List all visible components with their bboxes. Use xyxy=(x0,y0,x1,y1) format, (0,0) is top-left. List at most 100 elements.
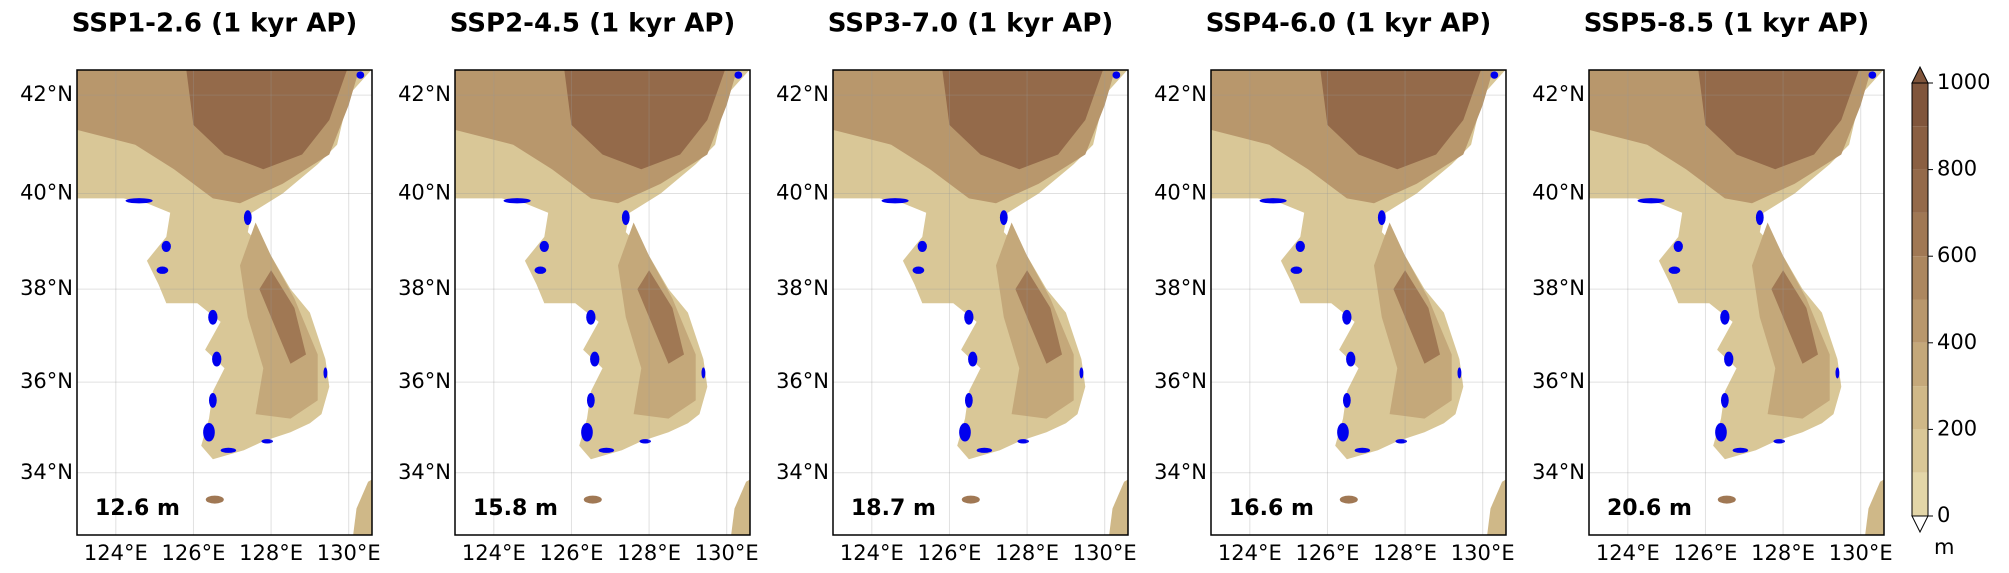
inundation xyxy=(1377,210,1386,226)
inundation xyxy=(203,422,215,442)
inundation xyxy=(1868,71,1877,79)
sea-level-label: 18.7 m xyxy=(851,496,936,521)
colorbar-label: 400 xyxy=(1937,330,1977,354)
x-tick-label: 126°E xyxy=(1674,541,1738,565)
y-tick-label: 36°N xyxy=(398,369,451,393)
y-tick-label: 34°N xyxy=(776,460,829,484)
frame xyxy=(832,69,1129,536)
colorbar-extend xyxy=(1911,515,1929,534)
inundation xyxy=(212,351,222,367)
land xyxy=(1487,479,1506,535)
inundation xyxy=(590,351,600,367)
inundation xyxy=(586,309,596,325)
frame xyxy=(1210,69,1507,536)
colorbar-extend xyxy=(1911,65,1929,84)
mountain xyxy=(1771,270,1818,364)
x-tick-label: 124°E xyxy=(840,541,904,565)
colorbar-band xyxy=(1912,83,1928,127)
inundation xyxy=(912,266,925,274)
colorbar-band xyxy=(1912,386,1928,430)
inundation xyxy=(959,422,971,442)
x-tick-label: 130°E xyxy=(695,541,759,565)
inundation xyxy=(1354,447,1371,453)
y-tick-label: 38°N xyxy=(20,276,73,300)
colorbar-frame xyxy=(1911,82,1929,517)
y-tick-label: 34°N xyxy=(20,460,73,484)
mountain xyxy=(1393,270,1440,364)
colorbar-band xyxy=(1912,299,1928,343)
mountain xyxy=(942,70,1103,170)
inundation xyxy=(261,439,274,444)
inundation xyxy=(1637,198,1665,204)
frame xyxy=(1588,69,1885,536)
x-tick-label: 124°E xyxy=(1596,541,1660,565)
inundation xyxy=(1724,351,1734,367)
colorbar-label: 800 xyxy=(1937,157,1977,181)
inundation xyxy=(1295,240,1305,252)
inundation xyxy=(1342,392,1351,408)
y-tick-label: 40°N xyxy=(20,181,73,205)
y-tick-label: 34°N xyxy=(398,460,451,484)
inundation xyxy=(964,392,973,408)
y-tick-label: 42°N xyxy=(776,82,829,106)
panel-title: SSP5-8.5 (1 kyr AP) xyxy=(1584,9,1870,39)
inundation xyxy=(220,447,237,453)
y-tick-label: 36°N xyxy=(1154,369,1207,393)
x-tick-label: 130°E xyxy=(1073,541,1137,565)
map-panel xyxy=(833,70,1128,535)
inundation xyxy=(208,309,218,325)
island xyxy=(583,495,602,504)
mountain xyxy=(259,270,306,364)
inundation xyxy=(999,210,1008,226)
x-tick-label: 126°E xyxy=(1296,541,1360,565)
mountain xyxy=(1320,70,1481,170)
inundation xyxy=(1290,266,1303,274)
sea-level-label: 20.6 m xyxy=(1607,496,1692,521)
y-tick-label: 38°N xyxy=(1532,276,1585,300)
y-tick-label: 34°N xyxy=(1532,460,1585,484)
colorbar-band xyxy=(1912,169,1928,213)
inundation xyxy=(534,266,547,274)
map-panel xyxy=(1211,70,1506,535)
land xyxy=(1109,479,1128,535)
island xyxy=(1717,495,1736,504)
x-tick-label: 130°E xyxy=(1451,541,1515,565)
colorbar-band xyxy=(1912,126,1928,170)
y-tick-label: 42°N xyxy=(20,82,73,106)
y-tick-label: 40°N xyxy=(776,181,829,205)
colorbar-unit: m xyxy=(1934,535,1954,559)
inundation xyxy=(639,439,652,444)
island xyxy=(961,495,980,504)
inundation xyxy=(1835,367,1840,379)
land xyxy=(353,479,372,535)
inundation xyxy=(1112,71,1121,79)
inundation xyxy=(356,71,365,79)
inundation xyxy=(1773,439,1786,444)
x-tick-label: 128°E xyxy=(1751,541,1815,565)
inundation xyxy=(581,422,593,442)
map-panel xyxy=(77,70,372,535)
y-tick-label: 42°N xyxy=(1532,82,1585,106)
inundation xyxy=(1079,367,1084,379)
colorbar-band xyxy=(1912,472,1928,516)
y-tick-label: 40°N xyxy=(1154,181,1207,205)
inundation xyxy=(1668,266,1681,274)
frame xyxy=(454,69,751,536)
panel-title: SSP4-6.0 (1 kyr AP) xyxy=(1206,9,1492,39)
x-tick-label: 126°E xyxy=(540,541,604,565)
frame xyxy=(76,69,373,536)
sea-level-label: 12.6 m xyxy=(95,496,180,521)
land xyxy=(731,479,750,535)
sea-level-label: 16.6 m xyxy=(1229,496,1314,521)
inundation xyxy=(1720,392,1729,408)
inundation xyxy=(1337,422,1349,442)
x-tick-label: 126°E xyxy=(162,541,226,565)
y-tick-label: 36°N xyxy=(1532,369,1585,393)
colorbar-band xyxy=(1912,342,1928,387)
inundation xyxy=(1259,198,1287,204)
colorbar-label: 200 xyxy=(1937,416,1977,440)
colorbar-band xyxy=(1912,212,1928,257)
colorbar-label: 1000 xyxy=(1937,70,1990,94)
inundation xyxy=(1346,351,1356,367)
